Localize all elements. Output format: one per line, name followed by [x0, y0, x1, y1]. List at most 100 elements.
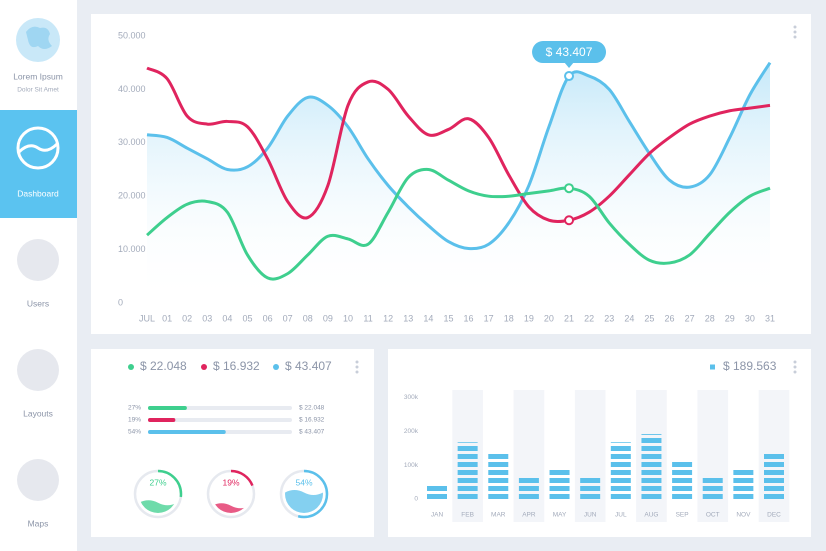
- legend-dot: [201, 364, 207, 370]
- progress-bar: [148, 406, 187, 410]
- gauge-wave: [285, 489, 323, 513]
- x-tick-label: 10: [343, 313, 353, 323]
- x-tick-label: DEC: [767, 512, 781, 519]
- layouts-icon[interactable]: [17, 349, 59, 391]
- progress-track: [148, 418, 292, 422]
- x-tick-label: 09: [323, 313, 333, 323]
- x-tick-label: JAN: [431, 512, 444, 519]
- gauge-arc: [206, 469, 256, 519]
- amount-label: $ 22.048: [299, 405, 325, 412]
- x-tick-label: 06: [263, 313, 273, 323]
- gauge-arc: [279, 469, 329, 519]
- bar: [610, 442, 631, 502]
- gauge-wave: [139, 500, 177, 513]
- nav-layouts[interactable]: Layouts: [23, 408, 53, 418]
- column-bg: [697, 390, 729, 522]
- x-tick-label: 04: [222, 313, 232, 323]
- amount-label: $ 43.407: [299, 429, 325, 436]
- x-tick-label: 08: [303, 313, 313, 323]
- progress-bar: [148, 430, 226, 434]
- x-tick-label: 02: [182, 313, 192, 323]
- bar: [488, 451, 509, 502]
- x-tick-label: OCT: [706, 512, 720, 519]
- x-tick-label: 23: [604, 313, 614, 323]
- x-tick-label: APR: [522, 512, 536, 519]
- x-tick-label: 24: [624, 313, 634, 323]
- tooltip-text: $ 43.407: [546, 45, 593, 59]
- amount-label: $ 16.932: [299, 417, 325, 424]
- y-tick-label: 30.000: [118, 137, 146, 147]
- dashboard-icon-wave: [17, 142, 59, 154]
- x-tick-label: 31: [765, 313, 775, 323]
- bar: [427, 484, 447, 502]
- menu-dots[interactable]: [355, 25, 797, 374]
- x-tick-label: 05: [242, 313, 252, 323]
- y-tick-label: 0: [414, 496, 418, 503]
- x-tick-label: NOV: [736, 512, 751, 519]
- legend-label: $ 189.563: [723, 359, 777, 373]
- percent-label: 54%: [128, 429, 141, 436]
- bar: [580, 476, 601, 502]
- area: [147, 62, 770, 304]
- point-marker: [564, 215, 575, 226]
- dashboard-icon: [16, 126, 60, 170]
- y-tick-label: 100k: [404, 462, 419, 469]
- x-tick-label: 16: [464, 313, 474, 323]
- y-tick-label: 40.000: [118, 84, 146, 94]
- x-tick-label: 07: [283, 313, 293, 323]
- point-marker: [564, 71, 575, 82]
- profile-subtitle: Dolor Sit Amet: [17, 87, 59, 94]
- y-tick-label: 10.000: [118, 244, 146, 254]
- bar: [702, 476, 723, 502]
- x-tick-label: 25: [644, 313, 654, 323]
- x-tick-label: 30: [745, 313, 755, 323]
- x-tick-label: 22: [584, 313, 594, 323]
- x-tick-label: 21: [564, 313, 574, 323]
- x-tick-label: JUL: [139, 313, 155, 323]
- x-tick-label: MAR: [491, 512, 506, 519]
- x-tick-label: 11: [363, 313, 372, 323]
- legend-label: $ 43.407: [285, 359, 332, 373]
- x-tick-label: 26: [665, 313, 675, 323]
- nav-maps[interactable]: Maps: [28, 518, 49, 528]
- legend-label: $ 16.932: [213, 359, 260, 373]
- maps-icon[interactable]: [17, 459, 59, 501]
- nav-active[interactable]: [0, 110, 77, 218]
- bar: [549, 468, 570, 502]
- x-tick-label: SEP: [676, 512, 689, 519]
- y-tick-label: 20.000: [118, 191, 146, 201]
- x-tick-label: MAY: [553, 512, 567, 519]
- nav-users[interactable]: Users: [27, 298, 49, 308]
- x-tick-label: 29: [725, 313, 735, 323]
- x-tick-label: FEB: [461, 512, 474, 519]
- point-marker: [564, 183, 575, 194]
- gauge-label: 54%: [295, 477, 312, 487]
- x-tick-label: 19: [524, 313, 534, 323]
- progress-bar: [148, 418, 176, 422]
- y-tick-label: 300k: [404, 394, 419, 401]
- y-tick-label: 50.000: [118, 30, 146, 40]
- percent-label: 27%: [128, 405, 141, 412]
- avatar-shape: [26, 26, 52, 49]
- column-bg: [574, 390, 606, 522]
- users-icon[interactable]: [17, 239, 59, 281]
- x-tick-label: AUG: [644, 512, 658, 519]
- bar: [457, 442, 478, 502]
- profile-name: Lorem Ipsum: [13, 71, 63, 81]
- tooltip: [532, 41, 607, 64]
- bar: [733, 468, 754, 502]
- x-tick-label: 18: [504, 313, 514, 323]
- x-tick-label: JUL: [615, 512, 627, 519]
- legend-dot: [273, 364, 279, 370]
- percent-label: 19%: [128, 417, 141, 424]
- x-tick-label: JUN: [584, 512, 597, 519]
- x-tick-label: 15: [443, 313, 453, 323]
- y-tick-label: 0: [118, 297, 123, 307]
- x-tick-label: 01: [162, 313, 172, 323]
- x-tick-label: 12: [383, 313, 393, 323]
- x-tick-label: 27: [685, 313, 695, 323]
- line: [146, 167, 771, 281]
- line: [146, 61, 772, 251]
- nav-dashboard[interactable]: Dashboard: [17, 188, 59, 198]
